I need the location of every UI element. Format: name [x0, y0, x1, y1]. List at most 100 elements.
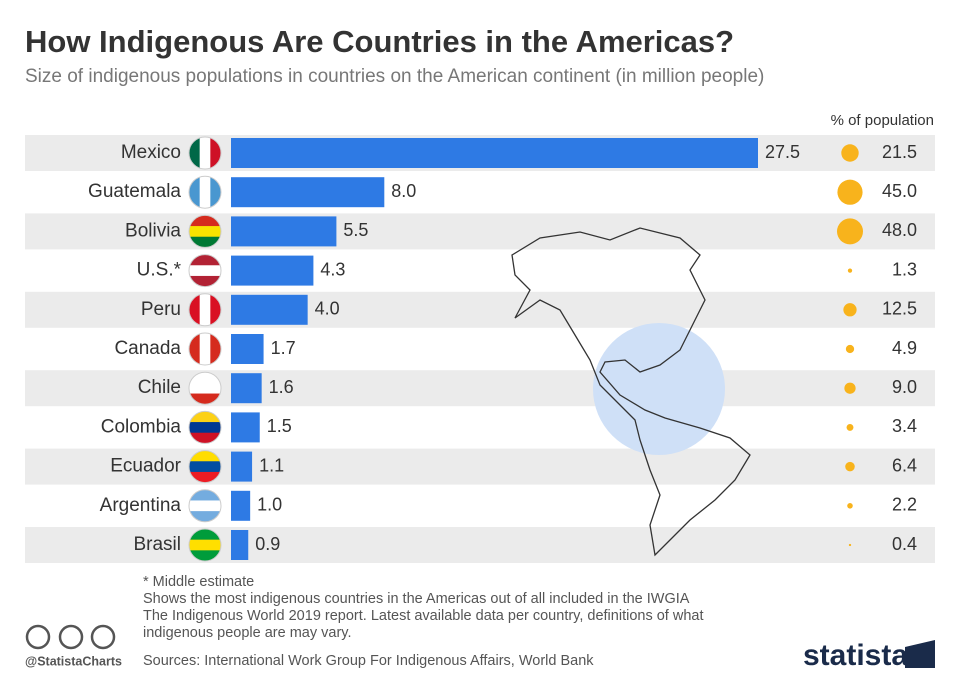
flag-stripe: [189, 275, 221, 287]
footnote: * Middle estimate: [143, 574, 254, 590]
flag-stripe: [189, 137, 201, 169]
category-label: Argentina: [100, 495, 182, 516]
category-label: Chile: [138, 377, 181, 398]
title: How Indigenous Are Countries in the Amer…: [25, 24, 734, 59]
value-label: 27.5: [765, 142, 800, 162]
flag-stripe: [189, 411, 221, 423]
share-label: 0.4: [892, 534, 917, 554]
flag-border: [188, 371, 222, 405]
value-label: 1.7: [271, 338, 296, 358]
flag-stripe: [199, 333, 211, 365]
flag-border: [188, 489, 222, 523]
row-backgrounds: [25, 135, 935, 563]
category-label: Bolivia: [125, 220, 181, 241]
flag-stripe: [189, 432, 221, 444]
flag-stripe: [189, 236, 221, 248]
share-header: % of population: [831, 112, 934, 129]
footnote: Shows the most indigenous countries in t…: [143, 591, 690, 607]
category-label: Colombia: [101, 416, 182, 437]
share-bubble: [841, 144, 859, 162]
share-bubble: [837, 179, 863, 205]
row-band: [25, 291, 935, 328]
share-bubble: [847, 268, 853, 273]
row-band: [25, 448, 935, 485]
flag-stripe: [189, 372, 221, 384]
flag: [189, 137, 221, 169]
share-label: 48.0: [882, 220, 917, 240]
flag-stripe: [189, 333, 201, 365]
flag: [189, 372, 221, 405]
flag-stripe: [189, 254, 221, 266]
value-label: 5.5: [343, 220, 368, 240]
bar: [231, 294, 308, 325]
flag-border: [188, 293, 222, 327]
flag-stripe: [189, 422, 221, 434]
flag-stripe: [199, 176, 211, 209]
flag-border: [188, 175, 222, 209]
value-label: 1.6: [269, 377, 294, 397]
flag-stripe: [189, 265, 221, 277]
flag: [189, 254, 221, 287]
brand-logo: statista: [803, 639, 908, 672]
category-label: U.S.*: [137, 260, 182, 281]
flag-border: [188, 528, 222, 562]
flag-stripe: [210, 176, 221, 209]
share-bubble: [847, 503, 853, 509]
share-label: 2.2: [892, 495, 917, 515]
flag-stripe: [189, 382, 221, 395]
flag-stripe: [189, 393, 221, 405]
americas-outline: [511, 227, 751, 557]
row-band: [25, 527, 935, 563]
category-label: Canada: [114, 338, 181, 359]
flag-border: [188, 136, 222, 170]
flag-stripe: [199, 137, 211, 169]
license-icons: [25, 624, 116, 650]
value-label: 8.0: [391, 181, 416, 201]
flag-stripe: [189, 293, 201, 326]
flag-stripe: [189, 471, 221, 483]
flag-border: [188, 214, 222, 248]
flag-stripe: [189, 500, 221, 512]
row-band: [25, 213, 935, 250]
share-label: 45.0: [882, 181, 917, 201]
flag-border: [188, 450, 222, 484]
bar: [231, 451, 253, 482]
bar: [231, 255, 314, 286]
category-label: Guatemala: [88, 181, 181, 202]
bar: [231, 334, 264, 364]
share-label: 6.4: [892, 455, 917, 475]
share-label: 3.4: [892, 416, 917, 436]
flag-stripe: [189, 176, 201, 209]
share-bubble: [845, 461, 855, 472]
flag: [189, 293, 221, 326]
category-label: Ecuador: [110, 456, 181, 477]
credit: @StatistaCharts: [25, 654, 122, 668]
flag-stripe: [189, 215, 221, 227]
flag-stripe: [189, 489, 221, 501]
flag-border: [188, 410, 222, 444]
share-label: 1.3: [892, 259, 917, 279]
flag: [189, 489, 221, 522]
flag-stripe: [189, 539, 221, 551]
flag-border: [188, 332, 222, 366]
flag-stripe: [210, 137, 221, 169]
row-band: [25, 370, 935, 407]
value-label: 0.9: [255, 534, 280, 554]
flag: [189, 529, 221, 561]
category-label: Peru: [141, 299, 181, 320]
brand-mark: [905, 640, 935, 668]
share-label: 4.9: [892, 338, 917, 358]
flag-stripe: [189, 511, 221, 522]
bar: [231, 412, 260, 443]
flag: [189, 176, 221, 209]
flag-stripe: [189, 550, 221, 561]
share-bubble: [843, 303, 857, 317]
flag-stripe: [189, 450, 221, 462]
share-bubble: [837, 218, 863, 245]
bar: [231, 177, 385, 208]
flag-stripe: [210, 333, 221, 365]
share-bubble: [848, 543, 852, 547]
share-bubble: [846, 423, 854, 431]
subtitle: Size of indigenous populations in countr…: [25, 66, 764, 87]
